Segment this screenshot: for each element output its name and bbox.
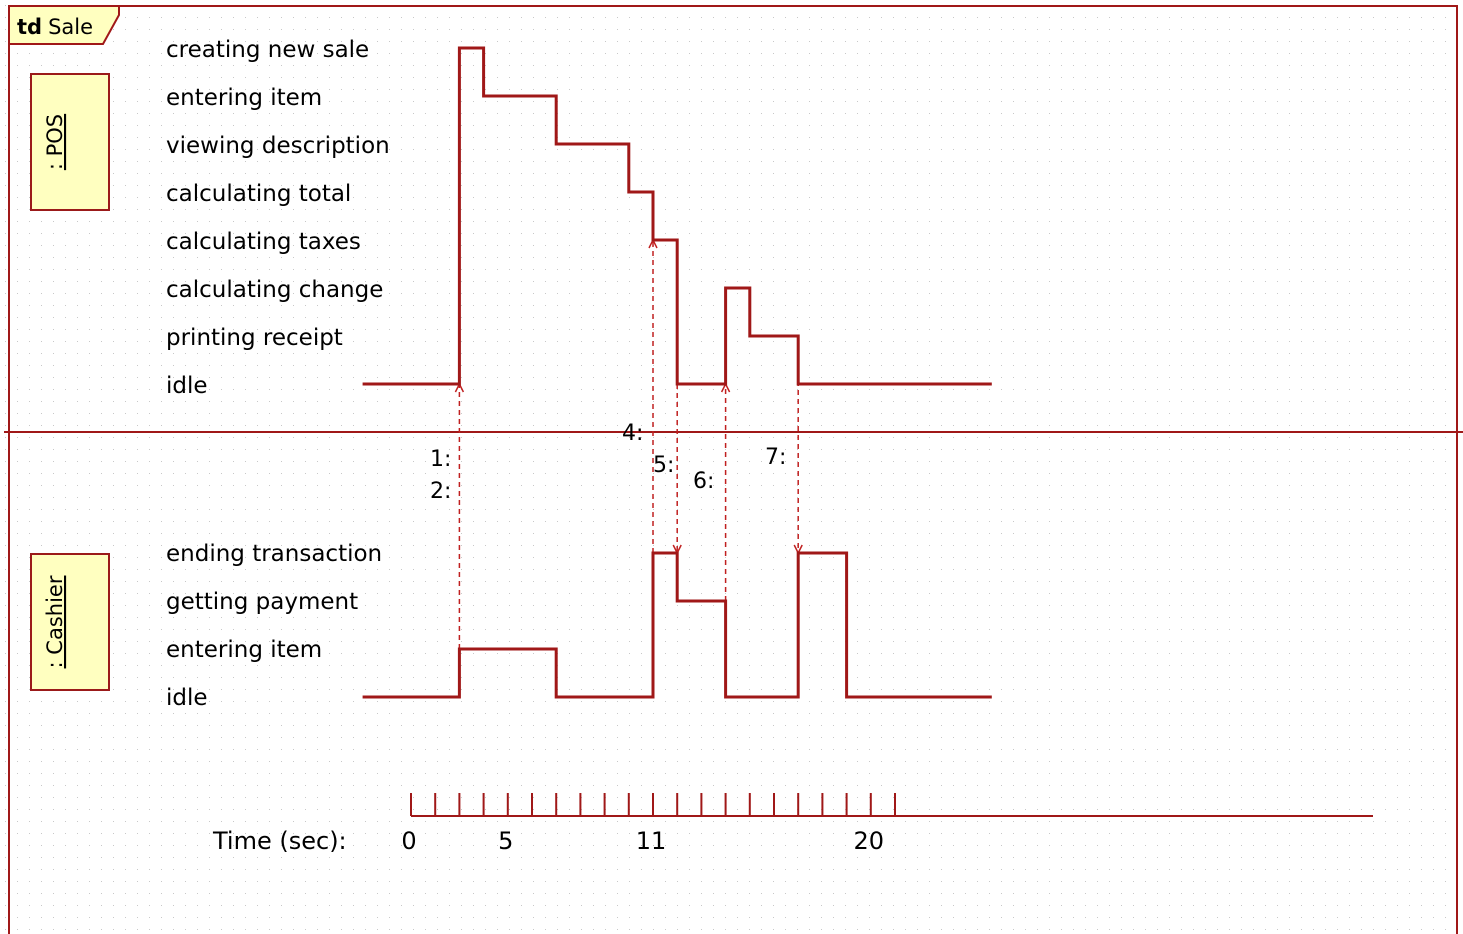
- message-labels: 1: 2: 4: 5: 6: 7:: [430, 421, 786, 504]
- message-label: 6:: [693, 469, 714, 494]
- state-label: idle: [166, 685, 208, 711]
- state-label: ending transaction: [166, 541, 382, 567]
- state-timeline-cashier: [362, 551, 992, 699]
- frame-keyword: td: [17, 15, 42, 39]
- message-label: 2:: [430, 479, 451, 504]
- message-label: 1:: [430, 447, 451, 472]
- time-tick-labels: 0 5 11 20: [401, 827, 884, 855]
- state-label: entering item: [166, 637, 322, 663]
- state-label: creating new sale: [166, 37, 369, 63]
- state-timeline-pos: [362, 46, 992, 386]
- message-label: 4:: [622, 421, 643, 446]
- time-tick-label: 5: [498, 827, 513, 855]
- frame-name: Sale: [48, 15, 93, 39]
- state-label: idle: [166, 373, 208, 399]
- lifeline-name-pos: : POS: [43, 114, 67, 170]
- time-axis: [410, 793, 1373, 817]
- lifeline-name-cashier: : Cashier: [43, 575, 67, 668]
- time-axis-label: Time (sec):: [212, 827, 347, 855]
- state-label: getting payment: [166, 589, 358, 615]
- state-label: calculating change: [166, 277, 383, 303]
- timelines-layer: [362, 46, 992, 699]
- frame-tab: td Sale: [8, 5, 120, 45]
- cashier-state-labels: ending transaction getting payment enter…: [166, 541, 382, 711]
- message-label: 5:: [653, 453, 674, 478]
- state-label: printing receipt: [166, 325, 343, 351]
- time-tick-label: 20: [854, 827, 885, 855]
- state-label: calculating total: [166, 181, 351, 207]
- time-tick-label: 11: [636, 827, 667, 855]
- time-tick-label: 0: [401, 827, 416, 855]
- lifeline-box-cashier: : Cashier: [30, 553, 110, 691]
- state-label: entering item: [166, 85, 322, 111]
- message-label: 7:: [765, 445, 786, 470]
- state-label: viewing description: [166, 133, 390, 159]
- pos-state-labels: creating new sale entering item viewing …: [166, 37, 390, 399]
- diagram-frame: [8, 5, 1458, 934]
- lifeline-box-pos: : POS: [30, 73, 110, 211]
- state-label: calculating taxes: [166, 229, 361, 255]
